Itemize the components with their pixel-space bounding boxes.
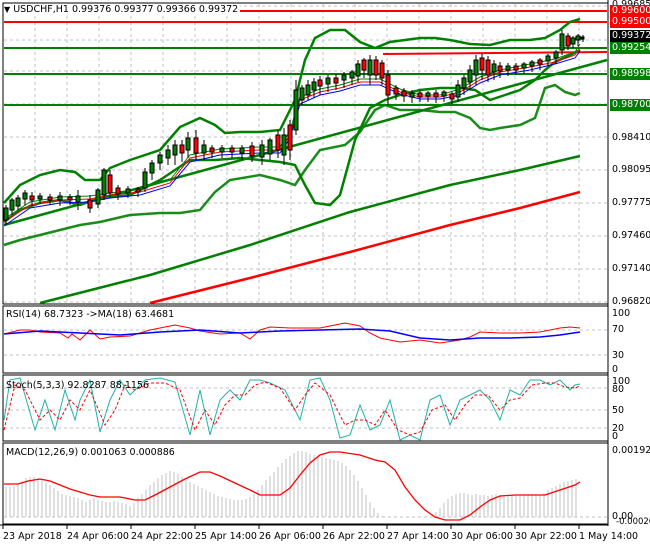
price-tag-resistance: 0.99500 bbox=[610, 16, 650, 28]
macd-axis-label: 0.00 bbox=[612, 511, 634, 522]
rsi-axis-label: 0 bbox=[612, 364, 619, 375]
macd-axis-label: -0.000264 bbox=[616, 517, 650, 527]
macd-axis-label: 0.001924 bbox=[612, 445, 650, 456]
price-axis-label: 0.97460 bbox=[612, 230, 650, 241]
ohlc-values: 0.99376 0.99377 0.99366 0.99372 bbox=[71, 4, 239, 15]
bollinger-mid bbox=[3, 48, 581, 223]
triangle-down-icon[interactable]: ▼ bbox=[4, 5, 11, 14]
time-axis-label: 23 Apr 2018 bbox=[3, 531, 62, 542]
stoch-axis-label: 20 bbox=[612, 423, 625, 434]
stoch-axis-label: 100 bbox=[612, 376, 631, 387]
price-tag-support: 0.99254 bbox=[610, 42, 650, 54]
time-axis-label: 26 Apr 06:00 bbox=[259, 531, 321, 542]
price-candles[interactable] bbox=[3, 30, 585, 225]
time-axis-label: 25 Apr 14:00 bbox=[195, 531, 257, 542]
time-axis-label: 24 Apr 22:00 bbox=[131, 531, 193, 542]
macd-signal-line bbox=[4, 451, 581, 521]
macd-histogram bbox=[5, 451, 577, 517]
price-axis-label: 0.98410 bbox=[612, 132, 650, 143]
macd-title: MACD(12,26,9) 0.001063 0.000886 bbox=[6, 447, 175, 458]
price-axis-label: 0.97775 bbox=[612, 197, 650, 208]
rsi-axis-label: 70 bbox=[612, 324, 625, 335]
price-tag-support: 0.98998 bbox=[610, 68, 650, 80]
bollinger-lower bbox=[3, 83, 581, 247]
resistance-segment[interactable] bbox=[382, 51, 608, 55]
time-axis-label: 1 May 14:00 bbox=[579, 531, 639, 542]
stoch-title: Stoch(5,3,3) 92.8287 88.1156 bbox=[6, 380, 150, 391]
symbol-label: USDCHF,H1 bbox=[13, 4, 69, 15]
time-ticks bbox=[2, 525, 580, 529]
rsi-line bbox=[3, 322, 581, 344]
rsi-title: RSI(14) 68.7323 ->MA(18) 63.4681 bbox=[6, 309, 175, 320]
stoch-axis-label: 80 bbox=[612, 384, 625, 395]
price-tag-resistance: 0.99600 bbox=[610, 5, 650, 17]
long-ma-red bbox=[149, 190, 581, 305]
long-ma-green bbox=[39, 154, 581, 305]
time-axis-label: 30 Apr 22:00 bbox=[515, 531, 577, 542]
time-axis-label: 27 Apr 14:00 bbox=[387, 531, 449, 542]
stoch-d-line bbox=[3, 381, 581, 436]
price-axis-label: 0.98095 bbox=[612, 164, 650, 175]
bollinger-upper bbox=[3, 17, 581, 204]
stoch-grid bbox=[4, 387, 607, 429]
stoch-axis-label: 50 bbox=[612, 405, 625, 416]
chart-header: ▼ USDCHF,H1 0.99376 0.99377 0.99366 0.99… bbox=[4, 4, 241, 15]
rsi-ma-line bbox=[3, 328, 581, 341]
stoch-axis-label: 0 bbox=[612, 431, 619, 442]
price-tag-support: 0.98700 bbox=[610, 99, 650, 111]
price-tag-current: 0.99372 bbox=[610, 30, 650, 42]
price-axis-label: 0.96820 bbox=[612, 296, 650, 307]
time-axis-label: 26 Apr 22:00 bbox=[323, 531, 385, 542]
time-axis-label: 24 Apr 06:00 bbox=[67, 531, 129, 542]
rsi-axis-label: 30 bbox=[612, 350, 625, 361]
price-axis-label: 0.97140 bbox=[612, 263, 650, 274]
rsi-axis-label: 100 bbox=[612, 308, 631, 319]
time-axis-label: 30 Apr 06:00 bbox=[451, 531, 513, 542]
